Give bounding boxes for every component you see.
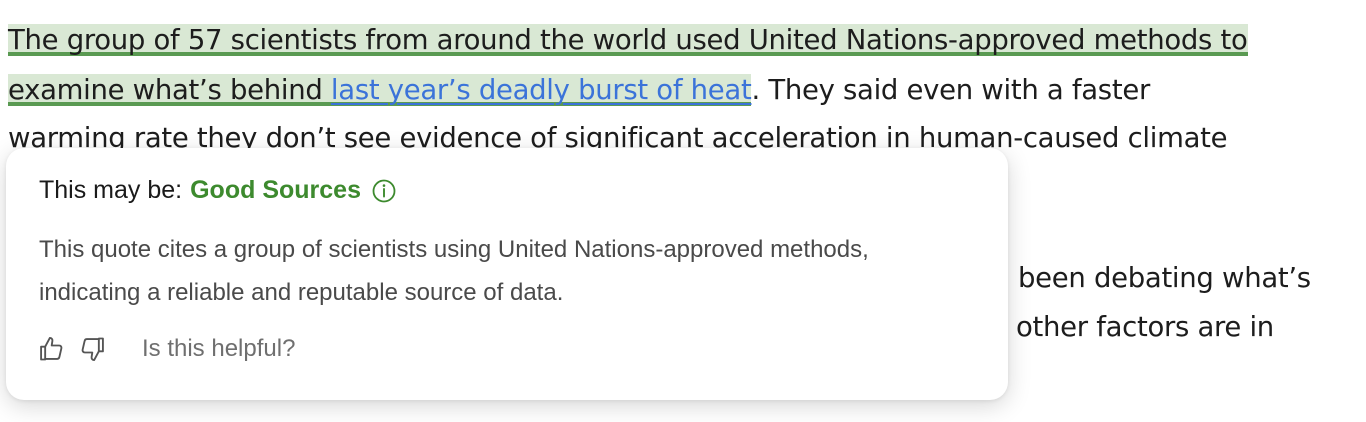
highlighted-quote-part-1[interactable]: The group of 57 scientists from around t… (8, 24, 1248, 56)
article-line-1: The group of 57 scientists from around t… (8, 16, 1248, 64)
feedback-question: Is this helpful? (142, 335, 296, 362)
source-assessment-popup: This may be: Good Sources This quote cit… (6, 148, 1008, 400)
highlighted-quote-part-2[interactable]: examine what’s behind (8, 74, 331, 106)
popup-title: This may be: Good Sources (39, 176, 397, 205)
verdict-label: Good Sources (190, 176, 361, 204)
info-icon[interactable] (371, 178, 397, 204)
popup-title-prefix: This may be: (39, 176, 183, 204)
popup-explanation: This quote cites a group of scientists u… (39, 236, 869, 306)
article-text: been debating what’s (1018, 262, 1311, 294)
article-text: other factors are in (1016, 311, 1274, 343)
article-line-5: other factors are in (1016, 303, 1274, 351)
article-link-heat[interactable]: last year’s deadly burst of heat (330, 74, 752, 106)
thumbs-up-icon[interactable] (36, 334, 66, 364)
article-text-continued: . They said even with a faster (751, 74, 1150, 106)
thumbs-down-icon[interactable] (78, 334, 108, 364)
article-line-2: examine what’s behind last year’s deadly… (8, 66, 1150, 114)
feedback-row: Is this helpful? (36, 334, 295, 364)
article-line-4: been debating what’s (1018, 254, 1311, 302)
